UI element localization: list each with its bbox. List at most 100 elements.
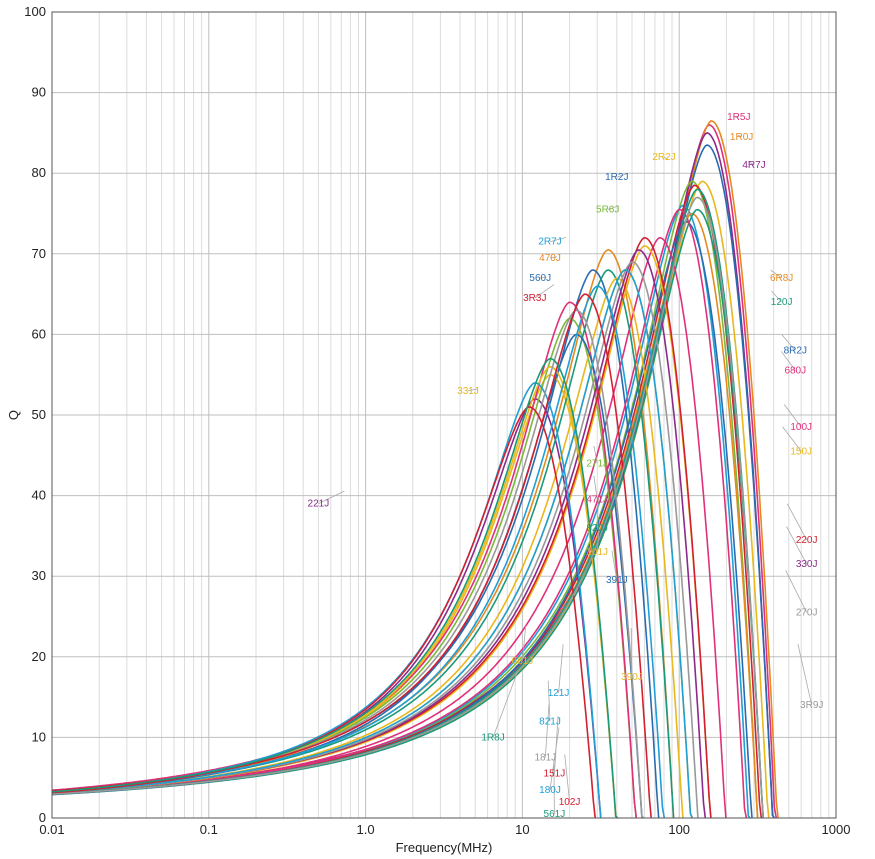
label-leader: [596, 496, 599, 528]
y-tick-label: 100: [24, 4, 46, 19]
label-leader: [547, 680, 551, 722]
x-tick-label: 1.0: [357, 822, 375, 837]
label-leader: [781, 334, 796, 351]
label-leader: [593, 475, 598, 500]
label-leader: [540, 276, 547, 279]
series-label-331j: 331J: [457, 386, 479, 397]
series-label-100j: 100J: [790, 422, 812, 433]
x-tick-label: 0.1: [200, 822, 218, 837]
plot-frame: [51, 11, 837, 819]
y-tick-label: 0: [39, 810, 46, 825]
label-leader: [549, 256, 557, 259]
series-label-271j: 271J: [586, 458, 608, 469]
series-label-6r8j: 6R8J: [770, 273, 793, 284]
label-leader: [663, 156, 669, 161]
series-label-560j: 560J: [529, 273, 551, 284]
label-leader: [611, 550, 618, 581]
label-leader: [783, 404, 802, 428]
series-label-181j: 181J: [534, 753, 556, 764]
y-tick-label: 10: [32, 729, 46, 744]
label-leader: [786, 503, 808, 541]
y-axis-title: Q: [6, 410, 21, 420]
label-leader: [492, 671, 518, 738]
series-label-151j: 151J: [544, 769, 566, 780]
label-leader: [553, 759, 555, 814]
series-label-1r5j: 1R5J: [727, 112, 750, 123]
series-line-1r0j: [51, 120, 779, 819]
series-label-3r9j: 3R9J: [800, 700, 823, 711]
series-label-2r7j: 2R7J: [538, 237, 561, 248]
series-labels: 1R5J 1R0J 4R7J 2R2J 1R2J 5R6J 2R7J 470J 560J 3R3J…: [308, 112, 824, 820]
x-axis-title: Frequency(MHz): [396, 840, 493, 855]
label-leader: [785, 570, 808, 613]
label-leader: [781, 351, 796, 371]
label-leader: [544, 703, 550, 758]
label-leader: [607, 205, 618, 210]
series-curves: [51, 120, 779, 819]
series-label-391j: 391J: [606, 575, 628, 586]
series-line-3r9j: [51, 196, 764, 819]
y-tick-label: 60: [32, 326, 46, 341]
series-label-1r2j: 1R2J: [605, 172, 628, 183]
x-tick-label: 0.01: [39, 822, 64, 837]
y-tick-label: 20: [32, 649, 46, 664]
series-label-121j: 121J: [548, 688, 570, 699]
series-label-1r8j: 1R8J: [481, 732, 504, 743]
label-leader: [467, 388, 478, 392]
label-leader: [737, 134, 742, 138]
series-line-561j: [51, 357, 619, 819]
tick-labels: 0.01 0.1 1.0 10 100 1000 0 10 20 30 40 50 60 70 80 90 10…: [24, 4, 850, 837]
label-leader: [318, 490, 345, 505]
y-tick-label: 30: [32, 568, 46, 583]
x-tick-label: 1000: [822, 822, 851, 837]
label-leaders: [318, 116, 813, 814]
label-leader: [534, 284, 555, 299]
series-label-681j: 681J: [512, 656, 534, 667]
series-label-8r2j: 8R2J: [784, 346, 807, 357]
label-leader: [522, 625, 527, 661]
series-label-820j: 820J: [586, 523, 608, 534]
series-label-120j: 120J: [771, 297, 793, 308]
label-leader: [593, 445, 598, 464]
label-leader: [735, 116, 739, 119]
y-tick-label: 90: [32, 85, 46, 100]
label-leader: [771, 290, 782, 303]
series-label-1r0j: 1R0J: [730, 132, 753, 143]
label-leader: [564, 754, 570, 802]
label-leader: [596, 519, 600, 553]
label-leader: [748, 160, 755, 166]
label-leader: [786, 526, 808, 565]
label-leader: [770, 269, 782, 279]
series-label-680j: 680J: [784, 366, 806, 377]
series-label-471j: 471J: [586, 495, 608, 506]
y-tick-label: 50: [32, 407, 46, 422]
x-tick-label: 100: [668, 822, 690, 837]
series-label-2r2j: 2R2J: [652, 152, 675, 163]
label-leader: [797, 644, 813, 706]
series-label-221j: 221J: [308, 499, 330, 510]
label-leader: [549, 236, 567, 243]
series-line-102j: [51, 406, 596, 819]
series-label-102j: 102J: [559, 797, 581, 808]
label-leader: [782, 426, 802, 452]
series-label-270j: 270J: [796, 607, 818, 618]
series-label-470j: 470J: [539, 253, 561, 264]
y-tick-label: 40: [32, 488, 46, 503]
series-label-330j: 330J: [796, 559, 818, 570]
series-label-4r7j: 4R7J: [742, 160, 765, 171]
series-line-330j: [51, 249, 707, 819]
series-label-561j: 561J: [544, 809, 566, 820]
series-label-220j: 220J: [796, 535, 818, 546]
y-tick-label: 70: [32, 246, 46, 261]
series-label-821j: 821J: [539, 716, 561, 727]
label-leader: [549, 727, 560, 790]
series-label-3r3j: 3R3J: [523, 293, 546, 304]
series-label-390j: 390J: [621, 672, 643, 683]
series-label-180j: 180J: [539, 785, 561, 796]
x-tick-label: 10: [515, 822, 529, 837]
label-leader: [558, 644, 564, 694]
series-label-5r6j: 5R6J: [596, 204, 619, 215]
series-label-101j: 101J: [586, 547, 608, 558]
series-line-180j: [51, 269, 694, 819]
